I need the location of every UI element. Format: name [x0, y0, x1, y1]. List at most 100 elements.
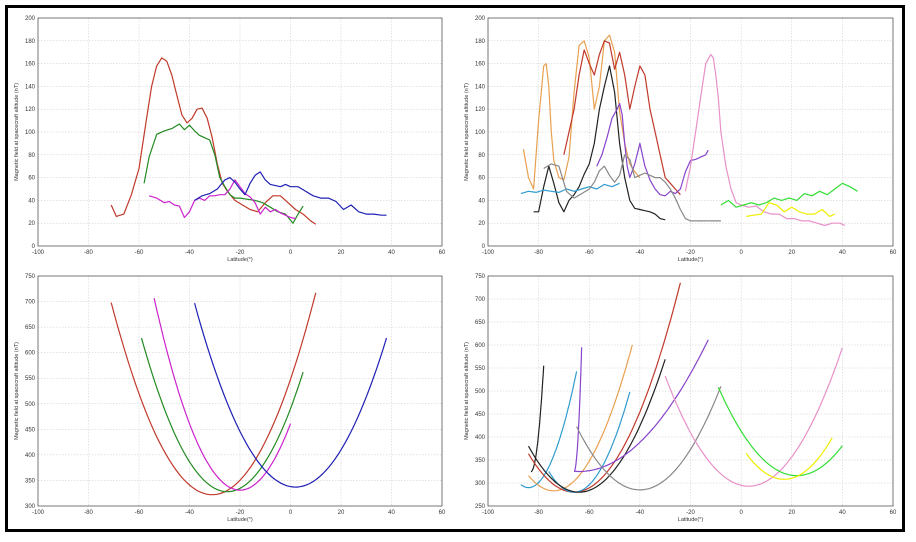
- series-line-11: [717, 386, 843, 477]
- y-tick-label: 350: [25, 478, 36, 484]
- x-axis-label: Latitude(°): [227, 257, 253, 263]
- plot-border: [37, 275, 443, 507]
- y-tick-label: 180: [475, 39, 486, 45]
- y-tick-label: 500: [25, 402, 36, 408]
- x-tick-label: 20: [338, 250, 345, 256]
- figure-frame: -100 -80 -60 -40 -20 0 20 40 60 0 20 40 60 80 100 120 14…: [5, 5, 905, 532]
- x-tick-label: 20: [338, 510, 345, 516]
- y-tick-label: 100: [25, 130, 36, 136]
- y-tick-label: 40: [28, 198, 35, 204]
- y-tick-label: 160: [25, 62, 36, 68]
- x-tick-label: 40: [388, 250, 395, 256]
- y-tick-label: 100: [475, 130, 486, 136]
- y-tick-label: 20: [28, 221, 35, 227]
- x-tick-label: 60: [439, 250, 446, 256]
- y-tick-label: 600: [25, 351, 36, 357]
- y-tick-label: 400: [25, 453, 36, 459]
- x-tick-label: 60: [439, 510, 446, 516]
- x-tick-label: -80: [84, 250, 93, 256]
- x-tick-label: -20: [686, 510, 695, 516]
- series-line-1: [110, 292, 317, 496]
- series-line-5: [596, 102, 709, 197]
- series-line-4: [527, 282, 681, 493]
- y-tick-label: 700: [25, 300, 36, 306]
- series-line-8: [573, 347, 583, 473]
- y-tick-label: 40: [478, 198, 485, 204]
- x-tick-label: -60: [135, 250, 144, 256]
- y-tick-label: 550: [475, 366, 486, 372]
- y-tick-label: 750: [25, 274, 36, 280]
- y-tick-label: 80: [478, 153, 485, 159]
- x-tick-label: -20: [236, 250, 245, 256]
- x-tick-label: 40: [388, 510, 395, 516]
- series-line-1: [530, 365, 545, 473]
- series-line-3: [528, 344, 633, 492]
- y-tick-label: 550: [25, 376, 36, 382]
- y-tick-label: 160: [475, 62, 486, 68]
- y-axis-label: Magnetic field at spacecraft altitude (n…: [14, 83, 20, 181]
- plot-border: [487, 275, 894, 507]
- series-line-8: [720, 182, 858, 208]
- y-tick-label: 700: [475, 297, 486, 303]
- x-tick-label: 60: [890, 250, 897, 256]
- x-tick-label: -80: [534, 250, 543, 256]
- y-tick-label: 60: [478, 176, 485, 182]
- y-tick-label: 600: [475, 343, 486, 349]
- x-tick-label: -40: [636, 510, 645, 516]
- y-tick-label: 0: [32, 244, 36, 250]
- y-tick-label: 20: [478, 221, 485, 227]
- x-tick-label: -100: [482, 510, 495, 516]
- y-axis-label: Magnetic field at spacecraft altitude (n…: [464, 342, 470, 440]
- x-tick-label: -100: [32, 510, 45, 516]
- series-line-3: [153, 297, 292, 491]
- x-tick-label: -100: [32, 250, 45, 256]
- series-line-12: [745, 437, 833, 480]
- x-tick-label: -80: [534, 510, 543, 516]
- series-line-3: [148, 179, 296, 220]
- y-tick-label: 450: [25, 427, 36, 433]
- y-tick-label: 120: [475, 107, 486, 113]
- plot-border: [487, 17, 894, 247]
- x-tick-label: 20: [788, 510, 795, 516]
- x-axis-label: Latitude(°): [678, 517, 704, 523]
- series-line-3: [563, 40, 681, 196]
- x-tick-label: 0: [289, 510, 293, 516]
- x-tick-label: 0: [739, 510, 743, 516]
- y-axis-label: Magnetic field at spacecraft altitude (n…: [464, 83, 470, 181]
- series-line-6: [543, 154, 721, 222]
- x-tick-label: 40: [839, 510, 846, 516]
- figure-svg: -100 -80 -60 -40 -20 0 20 40 6002040608010012014…: [14, 16, 897, 523]
- series-line-4: [520, 182, 620, 195]
- chart-panel-3: -100 -80 -60 -40 -20 0 20 40 60 300 350 400 450 500 55…: [14, 274, 446, 523]
- x-tick-label: 0: [739, 250, 743, 256]
- y-tick-label: 300: [25, 504, 36, 510]
- y-axis-label: Magnetic field at spacecraft altitude (n…: [14, 342, 20, 440]
- x-tick-label: -80: [84, 510, 93, 516]
- x-tick-label: 60: [890, 510, 897, 516]
- figure-canvas: -100 -80 -60 -40 -20 0 20 40 60 0 20 40 60 80 100 120 14…: [8, 8, 902, 529]
- y-tick-label: 300: [475, 481, 486, 487]
- series-line-9: [576, 386, 722, 491]
- y-tick-label: 450: [475, 412, 486, 418]
- y-tick-label: 350: [475, 458, 486, 464]
- chart-panel-2: -100 -80 -60 -40 -20 0 20 40 60 0 20 40 60 80 100 120 14…: [464, 16, 897, 263]
- series-line-1: [110, 57, 317, 225]
- series-line-2: [140, 337, 304, 493]
- series-line-7: [684, 53, 846, 227]
- x-tick-label: 0: [289, 250, 293, 256]
- chart-panel-4: -100 -80 -60 -40 -20 0 20 40 60 250 300 350 400 450 50…: [464, 274, 897, 523]
- chart-panel-1: -100 -80 -60 -40 -20 0 20 40 60 0 20 40 60 80 100 120 14…: [14, 16, 446, 263]
- series-line-6: [527, 359, 666, 493]
- y-tick-label: 0: [482, 244, 486, 250]
- y-tick-label: 500: [475, 389, 486, 395]
- series-line-10: [664, 347, 843, 487]
- series-line-2: [143, 123, 304, 224]
- series-line-4: [194, 171, 387, 216]
- y-tick-label: 400: [475, 435, 486, 441]
- y-tick-label: 750: [475, 274, 486, 280]
- y-tick-label: 180: [25, 39, 36, 45]
- y-tick-label: 200: [25, 16, 36, 22]
- y-tick-label: 120: [25, 107, 36, 113]
- x-tick-label: -40: [185, 510, 194, 516]
- y-tick-label: 140: [25, 84, 36, 90]
